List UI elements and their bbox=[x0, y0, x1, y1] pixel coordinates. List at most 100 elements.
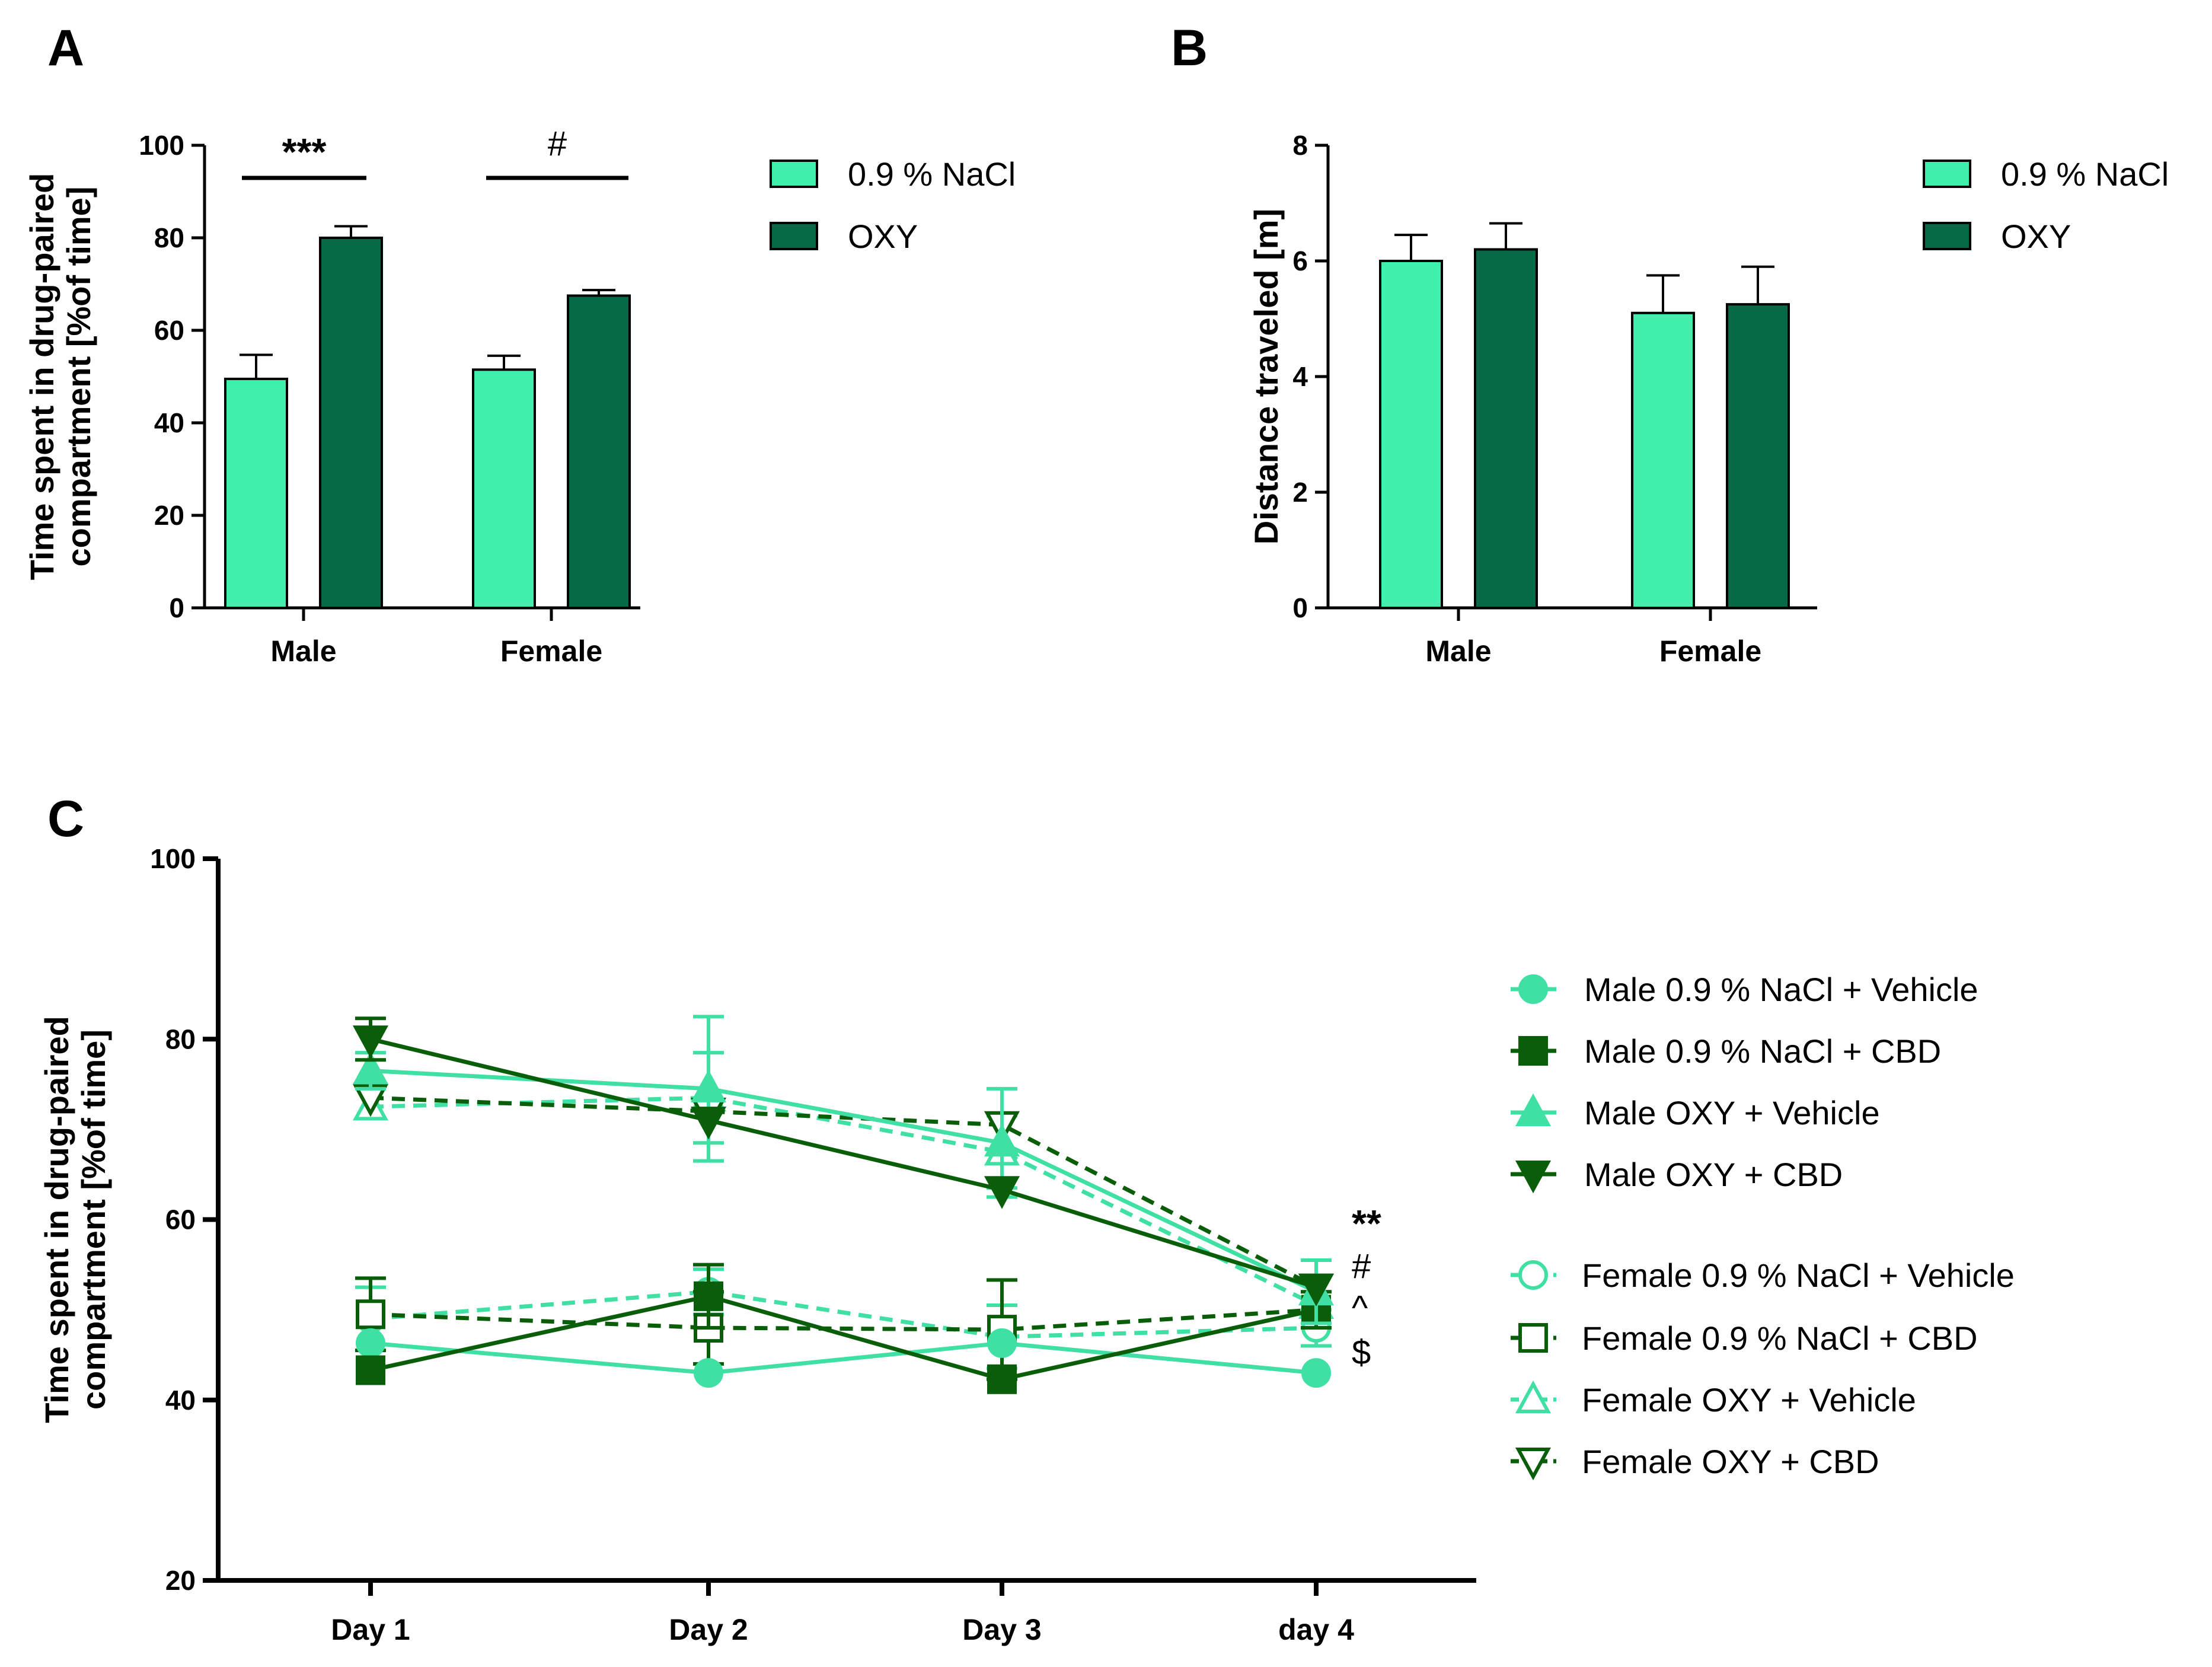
c-legend-label: Female 0.9 % NaCl + Vehicle bbox=[1582, 1257, 2015, 1294]
c-legend-marker bbox=[1515, 1161, 1552, 1194]
c-legend-marker bbox=[1515, 1380, 1552, 1413]
panel-a-significance: *** # bbox=[242, 125, 628, 180]
a-bar bbox=[567, 294, 631, 609]
a-y-tick-label: 80 bbox=[154, 222, 184, 253]
a-legend-swatch bbox=[770, 160, 818, 188]
c-x-tick-label: Day 1 bbox=[331, 1613, 410, 1646]
a-y-tick-label: 0 bbox=[169, 592, 184, 623]
a-category-label: Female bbox=[500, 635, 602, 668]
c-x-tick-label: day 4 bbox=[1278, 1613, 1354, 1646]
b-legend-label: 0.9 % NaCl bbox=[2001, 155, 2169, 193]
c-series-3 bbox=[352, 1016, 1335, 1306]
a-category-label: Male bbox=[270, 635, 336, 668]
panel-c-series bbox=[352, 1015, 1335, 1394]
panel-b-y-axis-title: Distance traveled [m] bbox=[1247, 209, 1285, 544]
c-legend-label: Male 0.9 % NaCl + CBD bbox=[1584, 1032, 1941, 1070]
a-y-tick-label: 100 bbox=[139, 130, 184, 161]
b-legend-swatch bbox=[1923, 160, 1971, 188]
c-legend-marker bbox=[1518, 1260, 1548, 1290]
c-data-point bbox=[356, 1299, 385, 1330]
c-significance-label: $ bbox=[1352, 1333, 1371, 1372]
c-legend-label: Male OXY + CBD bbox=[1584, 1156, 1843, 1193]
c-data-point bbox=[690, 1107, 727, 1140]
panel-a-y-axis-title: Time spent in drug-paired compartment [%o… bbox=[23, 173, 97, 581]
panel-a: A Time spent in drug-paired compartment [… bbox=[23, 20, 1016, 668]
c-series-1 bbox=[356, 1263, 1331, 1394]
c-y-axis-title-line: Time spent in drug-paired bbox=[38, 1016, 75, 1423]
a-legend-swatch bbox=[770, 222, 818, 250]
c-series-2 bbox=[352, 1015, 1335, 1325]
c-legend-marker bbox=[1518, 1036, 1548, 1066]
c-data-point bbox=[987, 1328, 1017, 1358]
c-y-tick-label: 100 bbox=[150, 843, 196, 874]
b-legend-label: OXY bbox=[2001, 218, 2071, 255]
panel-a-bars bbox=[224, 225, 631, 610]
c-series-line bbox=[370, 1294, 1317, 1382]
c-data-point bbox=[352, 1025, 389, 1059]
c-data-point bbox=[987, 1364, 1017, 1394]
a-y-tick-label: 60 bbox=[154, 315, 184, 346]
panel-c: C Time spent in drug-paired compartment [… bbox=[38, 791, 2015, 1646]
panel-c-letter: C bbox=[47, 791, 84, 847]
a-bar bbox=[224, 377, 288, 610]
panel-b-axes: 0 2 4 6 8 Male Female bbox=[1292, 130, 1817, 668]
c-legend-label: Female 0.9 % NaCl + CBD bbox=[1582, 1319, 1978, 1357]
c-data-point bbox=[1301, 1358, 1331, 1388]
c-data-point bbox=[352, 1051, 389, 1085]
b-bar bbox=[1474, 248, 1538, 609]
c-data-point bbox=[356, 1328, 385, 1358]
c-legend-marker bbox=[1518, 1323, 1548, 1353]
c-y-tick-label: 80 bbox=[165, 1024, 196, 1054]
c-series-line bbox=[370, 1341, 1317, 1375]
c-legend-label: Male 0.9 % NaCl + Vehicle bbox=[1584, 971, 1978, 1008]
c-x-tick-label: Day 3 bbox=[962, 1613, 1041, 1646]
panel-b-bars bbox=[1379, 222, 1790, 609]
c-series-line bbox=[370, 1289, 1317, 1339]
a-y-axis-title-line: compartment [%of time] bbox=[60, 187, 97, 567]
b-bar bbox=[1379, 260, 1443, 609]
c-significance-label: ^ bbox=[1352, 1289, 1368, 1327]
panel-c-significance: **#^ $ bbox=[1352, 1202, 1381, 1372]
b-y-axis-title: Distance traveled [m] bbox=[1247, 209, 1285, 544]
c-series-line bbox=[370, 1095, 1317, 1308]
a-bar bbox=[319, 237, 383, 609]
c-legend-label: Female OXY + CBD bbox=[1582, 1443, 1879, 1480]
c-y-tick-label: 20 bbox=[165, 1565, 196, 1596]
c-x-tick-label: Day 2 bbox=[669, 1613, 748, 1646]
b-y-tick-label: 0 bbox=[1292, 592, 1308, 623]
b-y-tick-label: 2 bbox=[1292, 477, 1308, 508]
panel-b-letter: B bbox=[1171, 20, 1208, 77]
a-bar bbox=[472, 368, 536, 609]
a-legend-label: 0.9 % NaCl bbox=[848, 155, 1016, 193]
c-legend-marker bbox=[1515, 1093, 1552, 1126]
c-series-line bbox=[370, 1037, 1317, 1289]
c-series-0 bbox=[356, 1328, 1331, 1388]
c-data-point bbox=[690, 1069, 727, 1102]
b-y-tick-label: 6 bbox=[1292, 246, 1308, 276]
c-y-axis-title-line: compartment [%of time] bbox=[75, 1029, 112, 1410]
c-y-tick-label: 60 bbox=[165, 1204, 196, 1235]
a-y-tick-label: 20 bbox=[154, 500, 184, 531]
c-legend-marker bbox=[1515, 1448, 1552, 1481]
c-data-point bbox=[356, 1355, 385, 1385]
b-y-tick-label: 8 bbox=[1292, 130, 1308, 161]
a-significance-label: *** bbox=[282, 130, 327, 173]
panel-b-legend: 0.9 % NaCl OXY bbox=[1923, 155, 2169, 255]
panel-c-y-axis-title: Time spent in drug-paired compartment [%o… bbox=[38, 1016, 112, 1423]
c-legend-label: Male OXY + Vehicle bbox=[1584, 1094, 1880, 1131]
c-y-tick-label: 40 bbox=[165, 1385, 196, 1416]
b-bar bbox=[1726, 303, 1790, 609]
panel-a-legend: 0.9 % NaCl OXY bbox=[770, 155, 1016, 255]
a-y-tick-label: 40 bbox=[154, 407, 184, 438]
b-bar bbox=[1631, 311, 1695, 609]
a-significance-label: # bbox=[548, 125, 567, 163]
c-legend-label: Female OXY + Vehicle bbox=[1582, 1381, 1916, 1419]
b-legend-swatch bbox=[1923, 222, 1971, 250]
panel-c-legend: Male 0.9 % NaCl + Vehicle Male 0.9 % NaCl… bbox=[1511, 971, 2015, 1481]
c-legend-marker bbox=[1518, 974, 1548, 1004]
c-data-point bbox=[984, 1123, 1020, 1157]
c-significance-label: ** bbox=[1352, 1202, 1381, 1245]
b-y-tick-label: 4 bbox=[1292, 361, 1308, 392]
